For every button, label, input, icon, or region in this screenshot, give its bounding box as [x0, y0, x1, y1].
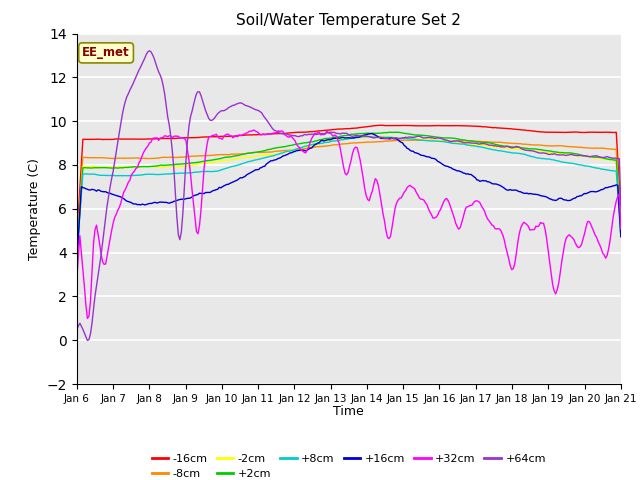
+16cm: [588, 189, 596, 194]
+32cm: [589, 228, 597, 234]
+8cm: [235, 162, 243, 168]
-2cm: [588, 155, 596, 160]
+64cm: [266, 121, 273, 127]
+64cm: [141, 55, 149, 60]
-8cm: [140, 156, 147, 161]
-16cm: [73, 237, 81, 242]
-8cm: [400, 137, 408, 143]
+32cm: [256, 132, 264, 137]
-2cm: [253, 153, 261, 159]
Line: -16cm: -16cm: [77, 125, 621, 240]
+32cm: [237, 132, 244, 138]
+16cm: [369, 131, 376, 136]
+2cm: [253, 149, 261, 155]
-2cm: [379, 133, 387, 139]
+16cm: [73, 260, 81, 266]
+2cm: [140, 164, 147, 169]
Line: -8cm: -8cm: [77, 140, 621, 249]
-16cm: [617, 207, 625, 213]
+16cm: [262, 161, 270, 167]
+2cm: [262, 147, 270, 153]
+2cm: [617, 225, 625, 230]
-8cm: [73, 246, 81, 252]
-2cm: [140, 164, 147, 170]
-2cm: [262, 152, 270, 157]
Line: +64cm: +64cm: [77, 51, 621, 340]
Title: Soil/Water Temperature Set 2: Soil/Water Temperature Set 2: [236, 13, 461, 28]
+2cm: [311, 138, 319, 144]
+2cm: [588, 154, 596, 160]
+8cm: [311, 141, 319, 147]
-8cm: [617, 218, 625, 224]
-8cm: [235, 151, 243, 157]
-8cm: [311, 144, 319, 150]
+64cm: [146, 48, 154, 54]
+8cm: [73, 254, 81, 260]
-2cm: [235, 156, 243, 161]
+8cm: [262, 155, 270, 160]
+8cm: [362, 134, 370, 140]
+64cm: [256, 109, 264, 115]
Line: +16cm: +16cm: [77, 133, 621, 263]
+2cm: [393, 129, 401, 135]
+32cm: [266, 131, 273, 137]
+32cm: [84, 315, 92, 321]
+8cm: [588, 164, 596, 170]
Line: +2cm: +2cm: [77, 132, 621, 254]
-16cm: [588, 130, 596, 135]
-16cm: [311, 129, 319, 134]
-16cm: [378, 122, 385, 128]
+8cm: [617, 232, 625, 238]
Text: EE_met: EE_met: [82, 47, 130, 60]
+32cm: [314, 130, 321, 135]
-16cm: [140, 136, 147, 142]
+16cm: [617, 234, 625, 240]
+32cm: [73, 277, 81, 283]
-8cm: [588, 145, 596, 151]
+64cm: [314, 132, 321, 137]
+16cm: [235, 176, 243, 182]
-16cm: [253, 132, 261, 138]
-16cm: [262, 132, 270, 137]
+16cm: [311, 142, 319, 148]
+2cm: [235, 153, 243, 158]
-8cm: [253, 150, 261, 156]
Legend: -16cm, -8cm, -2cm, +2cm, +8cm, +16cm, +32cm, +64cm: -16cm, -8cm, -2cm, +2cm, +8cm, +16cm, +3…: [147, 449, 550, 480]
+32cm: [617, 226, 625, 232]
+8cm: [140, 172, 147, 178]
X-axis label: Time: Time: [333, 405, 364, 418]
+8cm: [253, 157, 261, 163]
Line: +8cm: +8cm: [77, 137, 621, 257]
Y-axis label: Temperature (C): Temperature (C): [28, 158, 41, 260]
Line: +32cm: +32cm: [77, 130, 621, 318]
+16cm: [140, 202, 147, 207]
+16cm: [253, 167, 261, 173]
-2cm: [311, 142, 319, 148]
Line: -2cm: -2cm: [77, 136, 621, 253]
-8cm: [262, 149, 270, 155]
-2cm: [617, 225, 625, 231]
+32cm: [250, 127, 258, 133]
+32cm: [141, 147, 149, 153]
+64cm: [589, 153, 597, 159]
+64cm: [84, 337, 92, 343]
+64cm: [73, 327, 81, 333]
-2cm: [73, 251, 81, 256]
+64cm: [238, 100, 246, 106]
-16cm: [235, 132, 243, 138]
+2cm: [73, 251, 81, 257]
+64cm: [617, 202, 625, 207]
